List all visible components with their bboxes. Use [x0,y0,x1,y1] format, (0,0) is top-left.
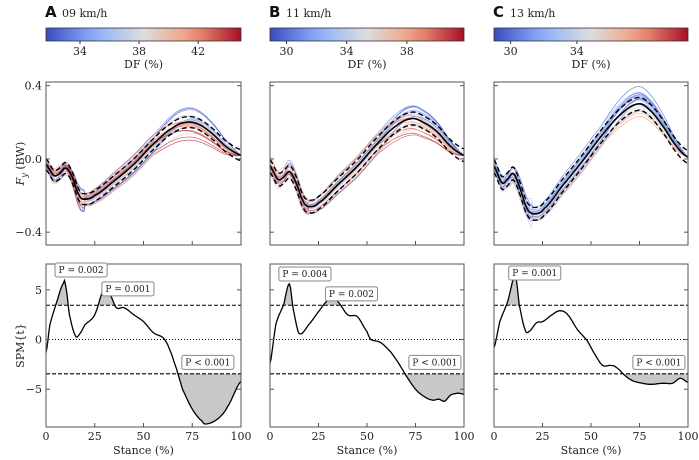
spm-xtick-label: 75 [185,430,199,443]
colorbar-tick-label: 38 [132,45,146,58]
colorbar-label: DF (%) [348,58,387,71]
spm-xtick-label: 50 [360,430,374,443]
colorbar-tick-label: 38 [400,45,414,58]
mean-line [45,121,242,200]
spm-xtick-label: 0 [491,430,498,443]
trial-lines [46,107,241,212]
p-value-box [632,354,686,370]
spm-axes-frame [493,263,689,428]
spm-curve [493,274,689,385]
colorbar [269,27,465,42]
spm-ytick-label: 0 [35,334,42,347]
colorbar [45,27,242,42]
suprathreshold-area-lower [494,373,688,385]
spm-ytick-label: 5 [35,284,42,297]
trial-line [494,99,688,219]
trial-line [494,94,688,212]
fy-ylabel-sub: y [20,173,29,179]
spm-xtick-label: 25 [88,430,102,443]
p-value-label: P < 0.001 [185,358,230,368]
trial-line [270,126,464,213]
p-value-box [278,266,332,282]
colorbar-label: DF (%) [572,58,611,71]
trial-line [46,126,241,207]
p-value-box [324,286,379,302]
p-value-box [101,281,155,297]
colorbar-tick-label: 34 [340,45,354,58]
trial-line [46,108,241,197]
spm-xtick-label: 50 [137,430,151,443]
colorbar-tick-label: 34 [73,45,87,58]
spm-xlabel: Stance (%) [561,444,622,457]
suprathreshold-area-lower [46,373,241,424]
sd-lower-line [493,109,689,222]
p-value-box [408,354,462,370]
fy-ylabel: Fy (BW) [14,142,29,187]
fy-ytick-label: 0.0 [25,153,43,166]
trial-line [270,123,464,214]
spm-xtick-label: 100 [678,430,699,443]
p-value-label: P = 0.001 [512,269,557,279]
trial-line [46,136,241,208]
spm-xlabel: Stance (%) [337,444,398,457]
p-value-box [508,265,562,281]
spm-xtick-label: 100 [454,430,475,443]
spm-ylabel: SPM{t} [14,323,27,368]
colorbar-tick-label: 34 [570,45,584,58]
panel-title: 09 km/h [62,7,107,20]
trial-line [270,115,464,216]
spm-curve [269,282,465,402]
fy-axes-frame [493,81,689,246]
panel-title: 11 km/h [286,7,331,20]
panel-letter: C [493,3,504,21]
suprathreshold-area-upper [46,280,241,306]
p-value-label: P = 0.002 [329,290,374,300]
spm-xtick-label: 25 [312,430,326,443]
p-value-label: P < 0.001 [412,358,457,368]
panel-letter: B [269,3,280,21]
fy-ytick-label: 0.4 [25,80,43,93]
fy-ylabel-main: F [14,177,27,186]
trial-line [270,117,464,204]
spm-xtick-label: 75 [633,430,647,443]
p-value-label: P = 0.001 [105,285,150,295]
p-value-box [54,262,108,278]
fy-ytick-label: −0.4 [15,226,42,239]
suprathreshold-area-lower [270,373,464,402]
colorbar-tick-label: 30 [280,45,294,58]
p-value-label: P < 0.001 [636,358,681,368]
colorbar-tick-label: 42 [191,45,205,58]
spm-xtick-label: 75 [409,430,423,443]
sd-lower-line [45,126,242,206]
trial-line [270,129,464,216]
mean-line [269,117,465,208]
spm-ytick-label: −5 [26,383,42,396]
panel-letter: A [45,3,57,21]
trial-line [494,110,688,221]
spm-xtick-label: 25 [536,430,550,443]
colorbar [493,27,689,42]
sd-upper-line [493,96,689,209]
panel-title: 13 km/h [510,7,555,20]
mean-line [493,103,689,215]
spm-xlabel: Stance (%) [113,444,174,457]
spm-curve [45,278,242,425]
p-value-label: P = 0.002 [59,266,104,276]
p-value-box [181,354,235,370]
p-value-label: P = 0.004 [282,270,327,280]
sd-upper-line [45,115,242,195]
spm-xtick-label: 0 [43,430,50,443]
spm-xtick-label: 100 [231,430,252,443]
fy-ylabel-unit: (BW) [14,142,27,173]
colorbar-tick-label: 30 [504,45,518,58]
spm-xtick-label: 50 [584,430,598,443]
panel-A: A 09 km/h 34 38 42 DF (%) −0.4 0.0 0.4 Fy (BW) P =… [14,3,252,457]
colorbar-label: DF (%) [124,58,163,71]
spm-xtick-label: 0 [267,430,274,443]
